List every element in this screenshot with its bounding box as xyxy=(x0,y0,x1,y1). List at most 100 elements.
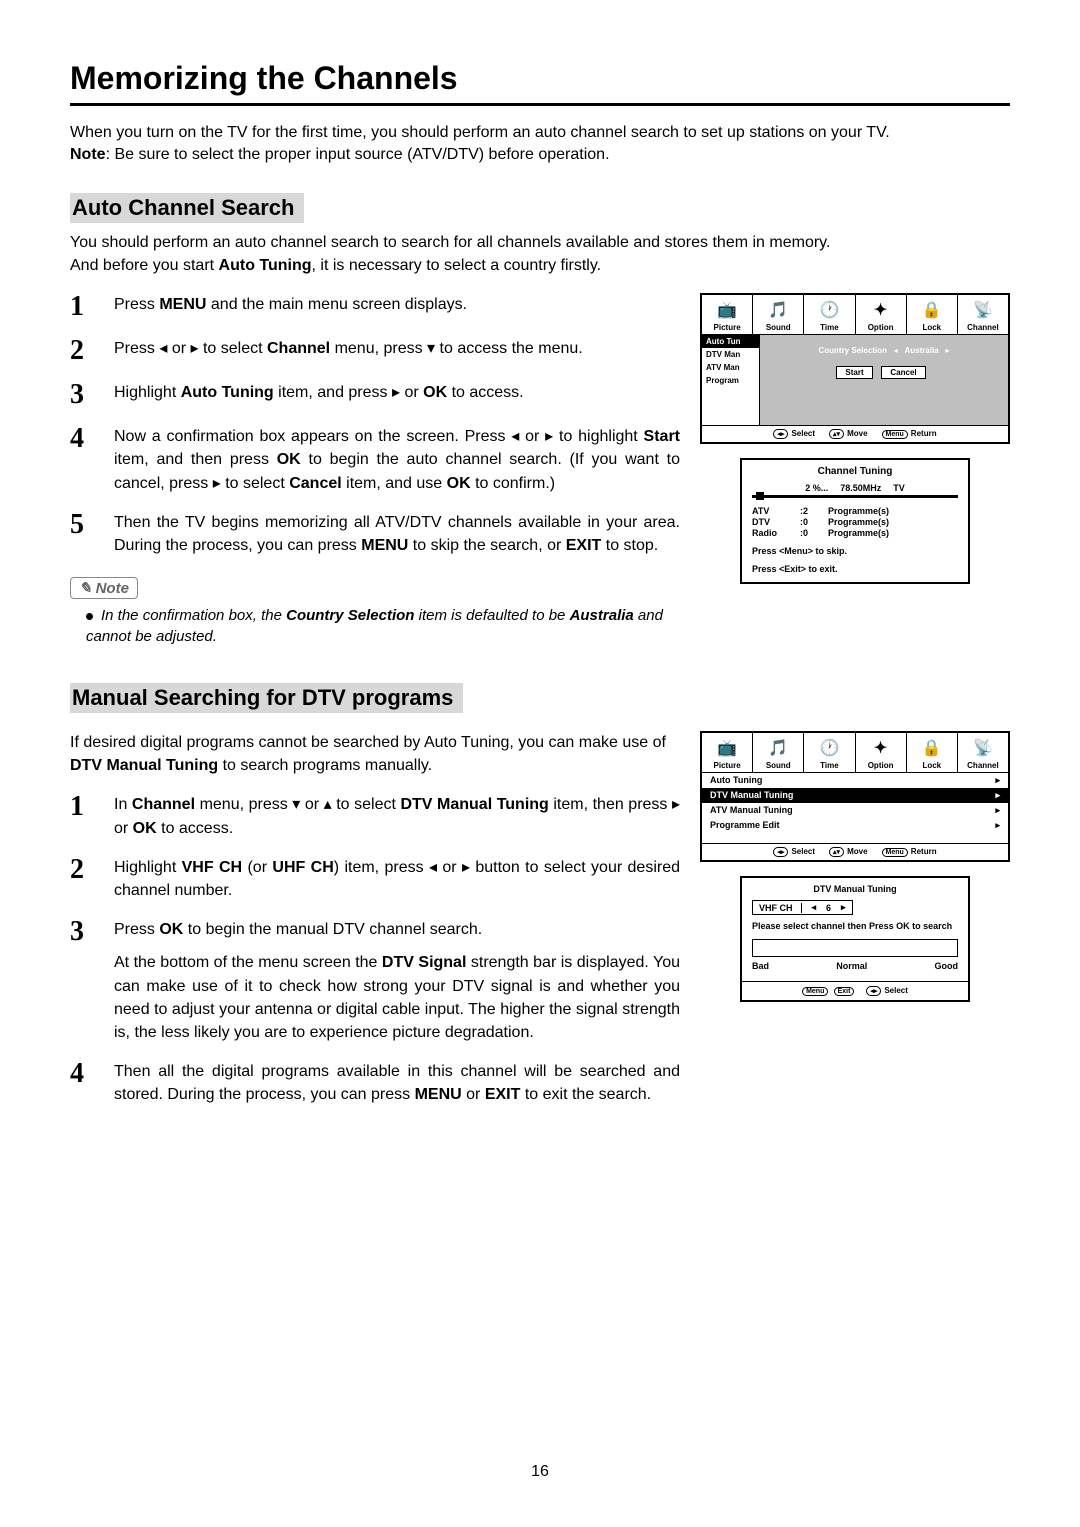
chevron-right-icon: ▸ xyxy=(995,790,1000,801)
chevron-right-icon: ▸ xyxy=(995,775,1000,786)
t: Return xyxy=(911,847,937,856)
country-value: Australia xyxy=(905,346,939,355)
tab-channel: 📡Channel xyxy=(958,295,1008,334)
t: Now a confirmation box appears on the sc… xyxy=(114,428,644,445)
t: Select xyxy=(884,986,908,995)
t: Start xyxy=(644,428,680,445)
t: Option xyxy=(868,323,894,332)
channel-tuning-box: Channel Tuning 2 %... 78.50MHz TV ATV :2 P… xyxy=(740,458,970,584)
t: to exit the search. xyxy=(520,1086,651,1103)
note-label: ✎ Note xyxy=(70,577,138,599)
t: Channel xyxy=(967,761,999,770)
sound-icon: 🎵 xyxy=(767,737,789,759)
section1-intro: You should perform an auto channel searc… xyxy=(70,231,1010,277)
channel-icon: 📡 xyxy=(972,737,994,759)
tab-sound: 🎵 Sound xyxy=(753,733,804,772)
t: Programme(s) xyxy=(828,528,889,538)
tab-picture: 📺 Picture xyxy=(702,295,753,334)
tuning-mode: TV xyxy=(893,483,905,493)
t: menu, press ▾ to access the menu. xyxy=(330,340,583,357)
menu-list: Auto Tun DTV Man ATV Man Program xyxy=(702,335,760,425)
t: MENU xyxy=(415,1086,462,1103)
channel-selector: VHF CH ◂ 6 ▸ xyxy=(752,900,853,915)
menu-pill: Menu xyxy=(882,430,908,439)
menu-item-prog: Program xyxy=(702,374,759,387)
menu-item-atv: ATV Man xyxy=(702,361,759,374)
t: Channel xyxy=(267,340,330,357)
t: Select xyxy=(791,429,815,438)
t: Time xyxy=(820,761,839,770)
picture-icon: 📺 xyxy=(716,737,738,759)
s1-i2c: , it is necessary to select a country fi… xyxy=(312,257,602,274)
intro-note-prefix: Note xyxy=(70,146,106,163)
t: ATV Manual Tuning xyxy=(710,805,793,816)
t: Sound xyxy=(766,323,791,332)
t: Picture xyxy=(714,323,741,332)
t: ATV xyxy=(752,506,790,516)
t: (or xyxy=(242,859,272,876)
t: Australia xyxy=(570,607,634,624)
tab-channel: 📡 Channel xyxy=(958,733,1008,772)
t: DTV Manual Tuning xyxy=(400,796,548,813)
tuning-title: Channel Tuning xyxy=(752,466,958,477)
time-icon: 🕐 xyxy=(818,737,840,759)
t: to confirm.) xyxy=(471,475,555,492)
t: Move xyxy=(847,429,867,438)
signal-bar xyxy=(752,939,958,957)
t: Press ◂ or ▸ to select xyxy=(114,340,267,357)
t: DTV Signal xyxy=(382,954,466,971)
section2-steps: In Channel menu, press ▾ or ▴ to select … xyxy=(70,793,680,1106)
tab-sound: 🎵Sound xyxy=(753,295,804,334)
menu-item-dtv: DTV Man xyxy=(702,348,759,361)
t: MENU xyxy=(159,296,206,313)
tuning-hint2: Press <Exit> to exit. xyxy=(752,564,958,574)
t: MENU xyxy=(361,537,408,554)
t: DTV xyxy=(752,517,790,527)
t: Lock xyxy=(922,323,941,332)
option-icon: ✦ xyxy=(870,737,892,759)
t: Time xyxy=(820,323,839,332)
ch-label: VHF CH xyxy=(759,903,802,913)
t: EXIT xyxy=(566,537,602,554)
t: Sound xyxy=(766,761,791,770)
tab-option: ✦Option xyxy=(856,733,907,772)
t: to begin the manual DTV channel search. xyxy=(183,921,482,938)
label-bad: Bad xyxy=(752,961,769,971)
signal-labels: Bad Normal Good xyxy=(752,961,958,971)
t: Lock xyxy=(922,761,941,770)
t: item is defaulted to be xyxy=(414,607,569,624)
row-radio: Radio:0Programme(s) xyxy=(752,528,958,538)
t: Channel xyxy=(967,323,999,332)
row-programme-edit: Programme Edit▸ xyxy=(702,818,1008,833)
t: In the confirmation box, the xyxy=(101,607,286,624)
s1-step1: Press MENU and the main menu screen disp… xyxy=(70,293,680,321)
tuning-freq: 78.50MHz xyxy=(840,483,881,493)
lock-icon: 🔒 xyxy=(921,299,943,321)
picture-icon: 📺 xyxy=(716,299,738,321)
right-arrow-icon: ▸ xyxy=(841,902,846,913)
t: Radio xyxy=(752,528,790,538)
t: Picture xyxy=(714,761,741,770)
bullet-icon xyxy=(86,613,93,620)
dtv-title: DTV Manual Tuning xyxy=(752,884,958,894)
t: :2 xyxy=(800,506,818,516)
t: Programme(s) xyxy=(828,517,889,527)
intro-text: When you turn on the TV for the first ti… xyxy=(70,122,1010,167)
tab-row: 📺Picture 🎵Sound 🕐Time ✦Option 🔒Lock 📡Cha… xyxy=(702,295,1008,335)
menu-pill: Menu xyxy=(802,987,828,996)
section2-heading: Manual Searching for DTV programs xyxy=(70,683,463,713)
t: Press xyxy=(114,921,159,938)
s2-step4: Then all the digital programs available … xyxy=(70,1060,680,1106)
t: Move xyxy=(847,847,867,856)
menu-item-auto: Auto Tun xyxy=(702,335,759,348)
tab-time: 🕐 Time xyxy=(804,733,855,772)
s1-intro1: You should perform an auto channel searc… xyxy=(70,234,830,251)
country-selection-label: Country Selection xyxy=(818,346,886,355)
tab-row-2: 📺Picture 🎵Sound 🕐Time ✦Option 🔒Lock 📡Cha… xyxy=(702,733,1008,773)
s1-step2: Press ◂ or ▸ to select Channel menu, pre… xyxy=(70,337,680,365)
tab-picture: 📺 Picture xyxy=(702,733,753,772)
t: Press xyxy=(114,296,159,313)
tuning-hint1: Press <Menu> to skip. xyxy=(752,546,958,556)
tuning-pct: 2 %... xyxy=(805,483,828,493)
tab-lock: 🔒 Lock xyxy=(907,295,958,334)
